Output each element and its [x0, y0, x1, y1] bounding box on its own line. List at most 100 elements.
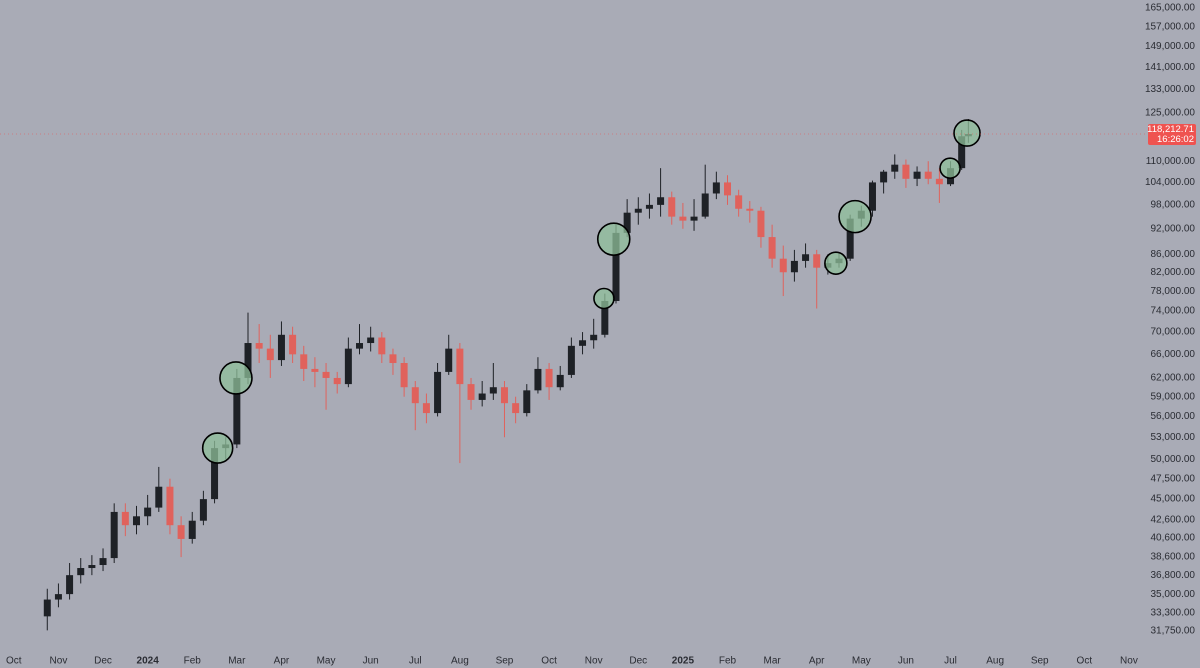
y-tick-label: 56,000.00	[1151, 411, 1196, 422]
highlight-circle	[953, 119, 981, 147]
candle-body	[356, 343, 364, 349]
candle-body	[367, 337, 375, 344]
candle-body	[467, 384, 475, 400]
candle-body	[434, 371, 442, 414]
x-tick-label: Nov	[50, 656, 68, 667]
candle-body	[121, 511, 129, 526]
candle-body	[846, 218, 854, 259]
y-tick-label: 59,000.00	[1151, 391, 1196, 402]
candle-body	[110, 511, 118, 559]
candle-body	[757, 210, 765, 238]
highlight-circle	[939, 157, 961, 179]
highlight-circle	[201, 432, 234, 464]
y-tick-label: 78,000.00	[1151, 286, 1196, 297]
candle-body	[344, 348, 352, 385]
candle-body	[422, 403, 430, 414]
y-tick-label: 165,000.00	[1145, 3, 1195, 14]
candle-body	[378, 337, 386, 355]
y-tick-label: 92,000.00	[1151, 223, 1196, 234]
y-tick-label: 47,500.00	[1151, 473, 1196, 484]
candle-body	[411, 387, 419, 404]
candle-body	[802, 254, 810, 261]
candle-body	[166, 486, 174, 526]
candle-body	[289, 334, 297, 355]
x-tick-label: Jun	[898, 656, 914, 667]
y-tick-label: 40,600.00	[1151, 533, 1196, 544]
y-tick-label: 66,000.00	[1151, 349, 1196, 360]
x-tick-label: Oct	[6, 656, 22, 667]
candle-body	[43, 599, 51, 617]
last-price-label: 118,212.71	[1147, 124, 1194, 135]
candle-body	[523, 390, 531, 414]
candle-body	[735, 195, 743, 209]
candle-body	[322, 371, 330, 378]
x-tick-label: Sep	[496, 656, 514, 667]
candle-body	[712, 182, 720, 194]
y-tick-label: 62,000.00	[1151, 373, 1196, 384]
y-tick-label: 149,000.00	[1145, 41, 1195, 52]
y-tick-label: 82,000.00	[1151, 267, 1196, 278]
candle-body	[690, 216, 698, 221]
candle-body	[155, 486, 163, 508]
x-tick-label: Aug	[986, 656, 1004, 667]
x-tick-label: Apr	[809, 656, 825, 667]
candle-body	[478, 393, 486, 400]
x-tick-label: Jul	[409, 656, 422, 667]
y-tick-label: 38,600.00	[1151, 552, 1196, 563]
candle-body	[132, 516, 140, 526]
candle-body	[891, 164, 899, 172]
candle-body	[456, 348, 464, 385]
axes: 31,750.00 33,300.00 35,000.00 36,800.00 38,6…	[6, 3, 1196, 667]
candle-body	[188, 520, 196, 539]
y-tick-label: 45,000.00	[1151, 494, 1196, 505]
candle-body	[389, 354, 397, 364]
y-tick-label: 98,000.00	[1151, 200, 1196, 211]
candle-body	[534, 368, 542, 391]
candle-body	[88, 565, 96, 569]
candle-body	[177, 525, 185, 539]
candle-body	[144, 507, 152, 517]
candle-body	[790, 260, 798, 273]
y-tick-label: 33,300.00	[1151, 608, 1196, 619]
y-tick-label: 70,000.00	[1151, 327, 1196, 338]
y-tick-label: 86,000.00	[1151, 249, 1196, 260]
x-tick-label: Jun	[363, 656, 379, 667]
candle-body	[233, 377, 241, 445]
candle-body	[556, 374, 564, 388]
candle-body	[623, 212, 631, 233]
candle-body	[768, 237, 776, 259]
x-tick-label: Nov	[1120, 656, 1138, 667]
candle-body	[567, 345, 575, 375]
candle-body	[590, 334, 598, 341]
candle-body	[924, 171, 932, 179]
candle-body	[935, 178, 943, 185]
candle-body	[266, 348, 274, 361]
candle-body	[645, 204, 653, 209]
y-tick-label: 31,750.00	[1151, 626, 1196, 637]
candle-body	[813, 254, 821, 268]
candle-body	[512, 403, 520, 414]
highlight-circle	[219, 361, 253, 395]
y-tick-label: 110,000.00	[1146, 156, 1196, 167]
candle-body	[779, 258, 787, 273]
y-tick-label: 141,000.00	[1145, 62, 1195, 73]
candle-body	[701, 193, 709, 217]
y-tick-label: 157,000.00	[1145, 21, 1195, 32]
candle-body	[724, 182, 732, 196]
x-tick-label: 2024	[137, 656, 160, 667]
y-tick-label: 53,000.00	[1151, 432, 1196, 443]
x-tick-label: May	[852, 656, 871, 667]
y-tick-label: 74,000.00	[1151, 306, 1196, 317]
x-tick-label: Aug	[451, 656, 469, 667]
candle-body	[500, 387, 508, 404]
highlight-circle	[596, 222, 631, 256]
x-tick-label: Dec	[94, 656, 112, 667]
candle-body	[679, 216, 687, 221]
candle-body	[579, 340, 587, 346]
highlight-circle	[593, 287, 615, 310]
x-tick-label: Mar	[763, 656, 781, 667]
candle-body	[199, 499, 207, 521]
candle-body	[746, 208, 754, 211]
y-tick-label: 50,000.00	[1151, 454, 1196, 465]
